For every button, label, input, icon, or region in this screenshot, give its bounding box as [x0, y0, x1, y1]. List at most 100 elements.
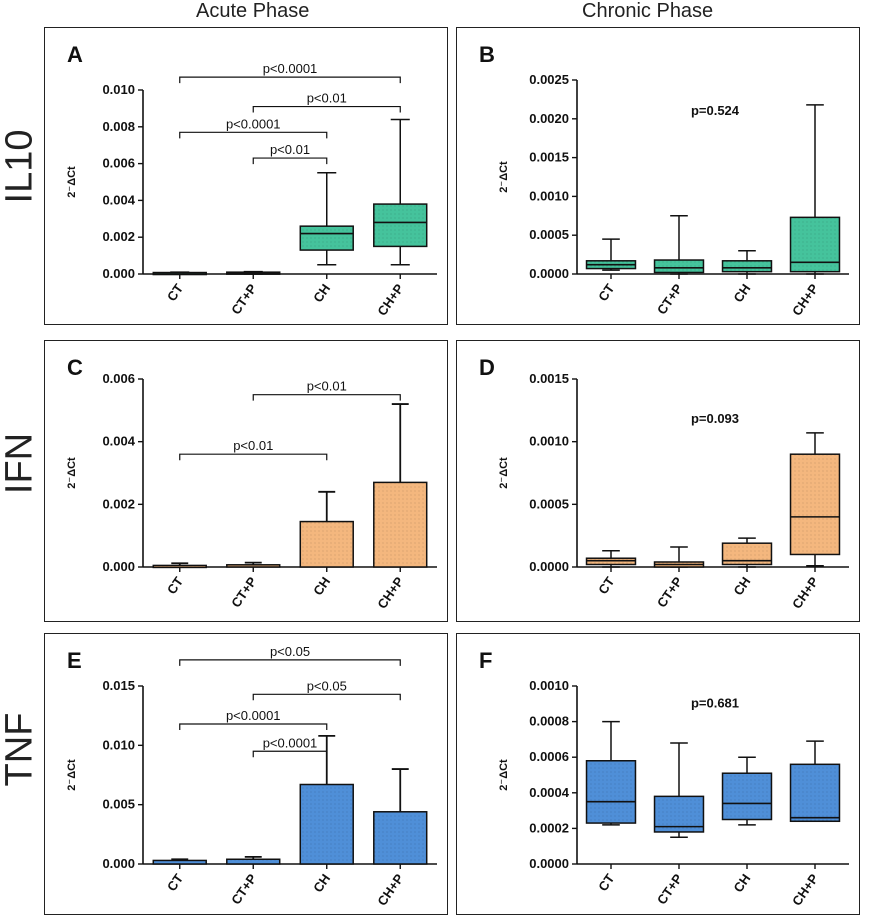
x-tick-label: CH+P	[374, 574, 407, 612]
y-tick-label: 0.006	[102, 156, 135, 171]
significance-bracket: p<0.01	[252, 379, 401, 401]
box-iqr	[653, 259, 705, 274]
x-tick-label: CT	[164, 871, 186, 894]
panel-a: A 2⁻ΔCt 0.000 0.002 0.004 0.006 0.008 0.010 CT CT…	[44, 27, 448, 325]
chart-b: B 2⁻ΔCt 0.0000 0.0005 0.0010 0.0015 0.0020 0.00…	[479, 42, 849, 319]
y-tick-label: 0.0010	[529, 188, 569, 203]
box-iqr	[373, 203, 428, 248]
y-axis-label: 2⁻ΔCt	[66, 457, 78, 489]
x-tick-label: CH+P	[374, 281, 407, 319]
panel-letter: B	[479, 42, 495, 67]
box-iqr	[585, 760, 637, 824]
x-tick-label: CH	[730, 281, 753, 305]
chart-f: F 2⁻ΔCt 0.0000 0.0002 0.0004 0.0006 0.0008 0.00…	[479, 648, 849, 909]
x-tick-label: CH+P	[789, 871, 822, 909]
p-value-label: p<0.01	[233, 438, 273, 453]
bracket-line	[179, 76, 401, 84]
bar-ch	[299, 734, 354, 865]
significance-bracket: p<0.05	[252, 678, 401, 701]
significance-bracket: p<0.01	[179, 438, 328, 461]
box-iqr	[789, 453, 841, 556]
y-tick-label: 0.0010	[529, 434, 569, 449]
y-tick-label: 0.0020	[529, 111, 569, 126]
x-tick-label: CH	[310, 281, 333, 305]
chronic-phase-title: Chronic Phase	[582, 0, 714, 22]
bracket-line	[179, 131, 328, 139]
p-value-label: p=0.681	[691, 695, 739, 710]
box-ct-plusp	[226, 270, 281, 275]
significance-bracket: p<0.01	[252, 91, 401, 113]
box-ch-plusp	[789, 740, 841, 823]
y-tick-label: 0.008	[102, 119, 135, 134]
x-tick-label: CH+P	[789, 574, 822, 612]
p-value-label: p<0.01	[270, 142, 310, 157]
box-iqr	[721, 260, 773, 273]
x-tick-label: CT	[164, 281, 186, 304]
p-value-label: p=0.093	[691, 411, 739, 426]
box-ch	[299, 172, 354, 266]
box-ct	[152, 271, 207, 276]
y-tick-label: 0.004	[102, 192, 135, 207]
y-axis-label: 2⁻ΔCt	[66, 166, 78, 198]
x-tick-label: CH	[310, 574, 333, 598]
bar-value	[373, 811, 428, 865]
x-tick-label: CH	[730, 871, 753, 895]
x-tick-label: CH+P	[789, 281, 822, 319]
x-tick-label: CT+P	[228, 871, 260, 907]
y-tick-label: 0.0005	[529, 227, 569, 242]
y-axis-label: 2⁻ΔCt	[498, 457, 510, 489]
p-value-label: p<0.0001	[226, 116, 281, 131]
x-tick-label: CT	[595, 281, 617, 304]
panel-letter: E	[67, 648, 82, 673]
row-title-tnf: TNF	[0, 712, 41, 787]
panel-letter: D	[479, 355, 495, 380]
box-ct-plusp	[653, 742, 705, 839]
bar-value	[299, 783, 354, 865]
y-tick-label: 0.015	[102, 678, 135, 693]
bracket-line	[252, 750, 328, 758]
x-tick-label: CH	[730, 574, 753, 598]
y-tick-label: 0.000	[102, 856, 135, 871]
y-tick-label: 0.0002	[529, 820, 569, 835]
y-tick-label: 0.0004	[529, 785, 570, 800]
y-tick-label: 0.006	[102, 371, 135, 386]
bracket-line	[179, 723, 328, 730]
box-iqr	[789, 763, 841, 823]
acute-phase-title: Acute Phase	[196, 0, 310, 22]
chart-c: C 2⁻ΔCt 0.000 0.002 0.004 0.006 CT CT+P CH CH+P p<…	[66, 355, 437, 612]
significance-bracket: p<0.0001	[252, 735, 328, 758]
bar-value	[299, 520, 354, 568]
y-tick-label: 0.000	[102, 559, 135, 574]
box-ch-plusp	[373, 118, 428, 266]
panel-c: C 2⁻ΔCt 0.000 0.002 0.004 0.006 CT CT+P CH CH+P p<…	[44, 340, 448, 622]
chart-d: D 2⁻ΔCt 0.0000 0.0005 0.0010 0.0015 CT CT+P CH CH…	[479, 355, 849, 612]
bracket-line	[252, 157, 328, 165]
box-iqr	[299, 225, 354, 251]
p-value-label: p<0.05	[270, 644, 310, 659]
bar-value	[226, 564, 281, 568]
panel-b: B 2⁻ΔCt 0.0000 0.0005 0.0010 0.0015 0.0020 0.00…	[456, 27, 860, 325]
panel-d: D 2⁻ΔCt 0.0000 0.0005 0.0010 0.0015 CT CT+P CH CH…	[456, 340, 860, 622]
y-tick-label: 0.0000	[529, 559, 569, 574]
bracket-line	[252, 105, 401, 113]
y-axis-label: 2⁻ΔCt	[66, 759, 78, 791]
y-tick-label: 0.0000	[529, 266, 569, 281]
box-ch	[721, 537, 773, 568]
bracket-line	[179, 659, 401, 666]
p-value-label: p<0.01	[307, 91, 347, 106]
box-ct	[585, 720, 637, 826]
row-title-il10: IL10	[0, 129, 41, 204]
p-value-label: p<0.05	[307, 678, 347, 693]
box-ct	[585, 549, 637, 568]
bar-ct-plusp	[226, 855, 281, 865]
y-tick-label: 0.0025	[529, 72, 569, 87]
p-value-label: p<0.01	[307, 379, 347, 394]
bar-ct	[152, 562, 207, 569]
significance-bracket: p<0.0001	[179, 116, 328, 139]
y-tick-label: 0.0008	[529, 714, 569, 729]
x-tick-label: CT+P	[228, 281, 260, 317]
y-tick-label: 0.0015	[529, 150, 569, 165]
bracket-line	[252, 394, 401, 401]
row-title-ifn: IFN	[0, 432, 41, 495]
bar-value	[152, 564, 207, 569]
